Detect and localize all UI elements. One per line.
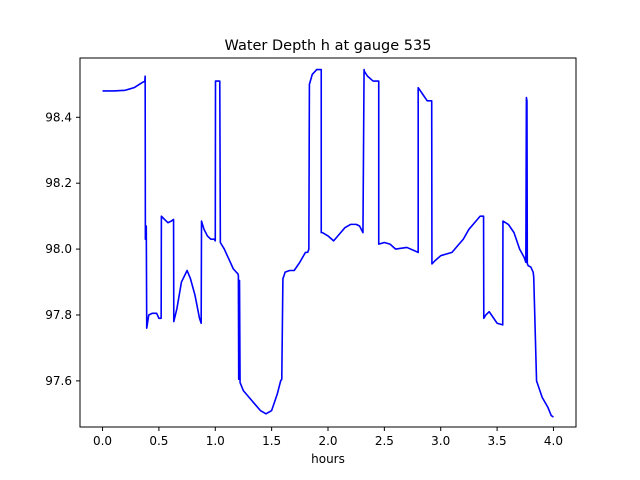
y-tick-label: 98.0 (45, 242, 72, 256)
y-tick-label: 98.4 (45, 110, 72, 124)
x-tick-label: 3.0 (431, 434, 450, 448)
x-tick-label: 2.0 (318, 434, 337, 448)
x-tick-label: 4.0 (544, 434, 563, 448)
x-axis: 0.0 0.5 1.0 1.5 2.0 2.5 3.0 3.5 4.0 (93, 427, 563, 448)
series-line-0 (102, 68, 554, 418)
y-tick-label: 97.6 (45, 374, 72, 388)
x-tick-label: 3.5 (488, 434, 507, 448)
plot-area (102, 68, 554, 418)
x-tick-label: 0.0 (93, 434, 112, 448)
x-tick-label: 1.0 (206, 434, 225, 448)
x-tick-label: 1.5 (262, 434, 281, 448)
x-tick-label: 0.5 (149, 434, 168, 448)
y-axis: 97.6 97.8 98.0 98.2 98.4 (45, 110, 80, 388)
x-axis-label: hours (311, 452, 345, 466)
chart-title: Water Depth h at gauge 535 (225, 38, 432, 54)
y-tick-label: 98.2 (45, 176, 72, 190)
y-tick-label: 97.8 (45, 308, 72, 322)
x-tick-label: 2.5 (375, 434, 394, 448)
